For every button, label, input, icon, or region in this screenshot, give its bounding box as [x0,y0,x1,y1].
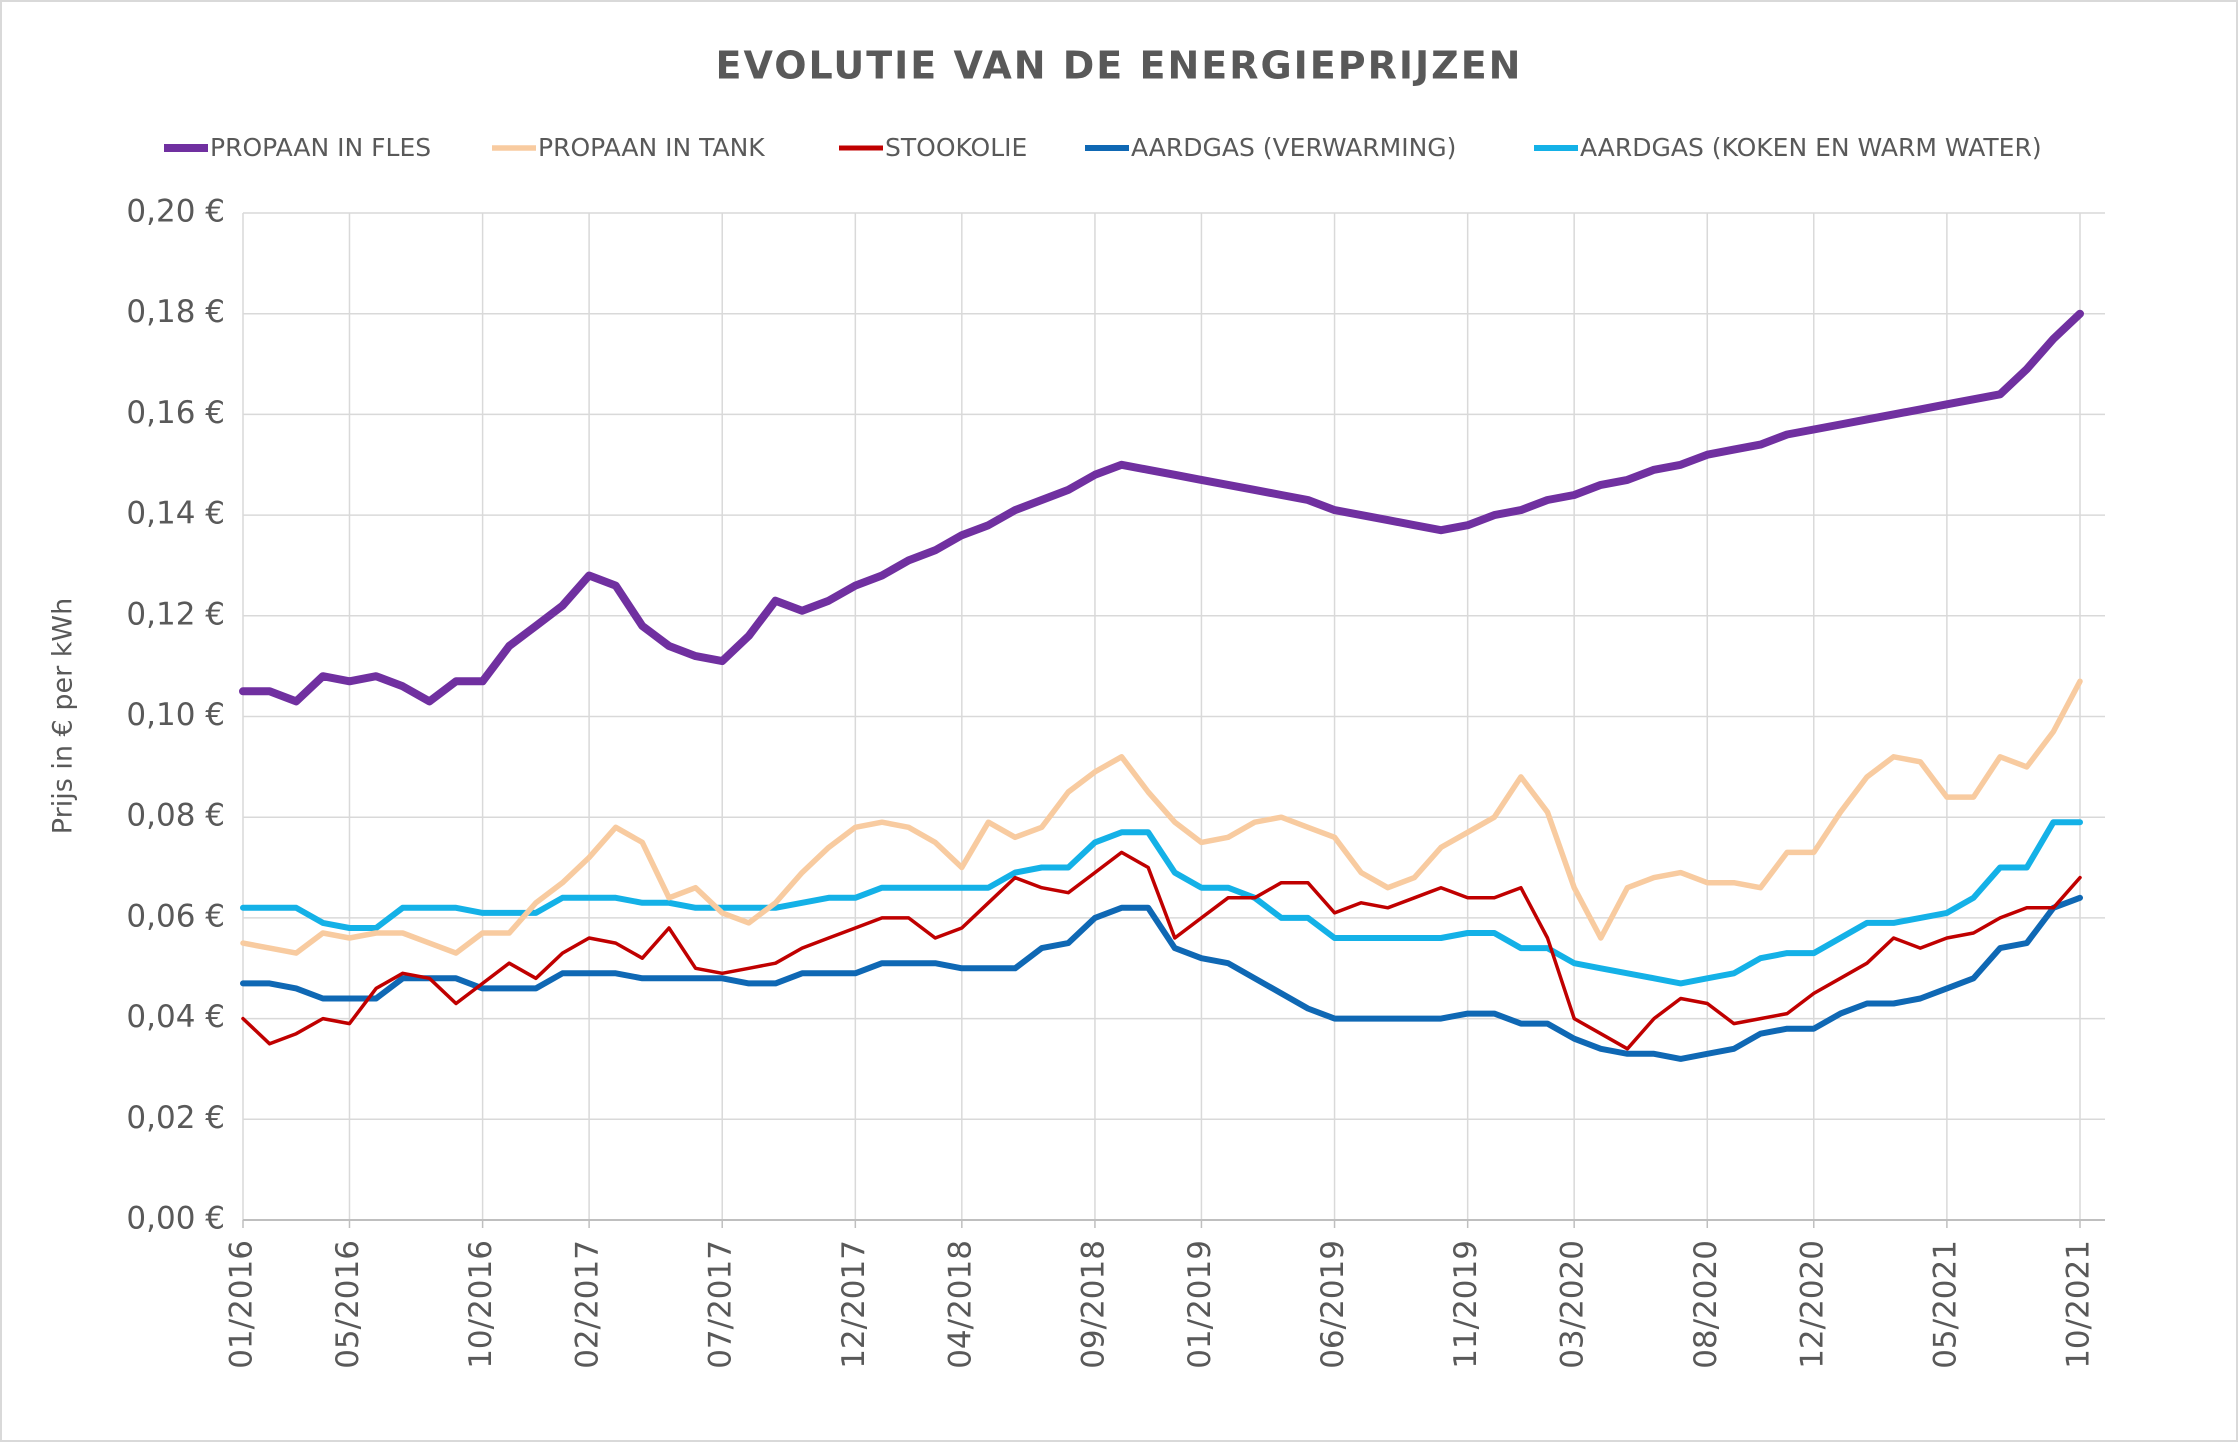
x-tick-label: 08/2020 [1688,1240,1724,1369]
y-tick-label: 0,04 € [126,999,225,1035]
x-tick-label: 06/2019 [1315,1240,1351,1369]
x-tick-label: 12/2020 [1794,1240,1830,1369]
legend-label: PROPAAN IN FLES [210,133,431,162]
y-tick-label: 0,06 € [126,898,225,934]
legend-label: AARDGAS (KOKEN EN WARM WATER) [1580,133,2042,162]
x-tick-label: 01/2016 [224,1240,260,1369]
x-tick-label: 01/2019 [1182,1240,1218,1369]
y-axis-title: Prijs in € per kWh [48,598,79,834]
y-tick-label: 0,10 € [126,697,225,733]
x-tick-label: 03/2020 [1555,1240,1591,1369]
y-tick-label: 0,12 € [126,596,225,632]
x-tick-label: 02/2017 [570,1240,606,1369]
legend-label: STOOKOLIE [885,133,1027,162]
chart-title: EVOLUTIE VAN DE ENERGIEPRIJZEN [716,44,1523,88]
y-tick-label: 0,02 € [126,1100,225,1136]
x-tick-label: 09/2018 [1075,1240,1111,1369]
x-tick-label: 05/2021 [1927,1240,1963,1369]
series-line [239,309,2084,706]
series-line [241,850,2082,1051]
legend-label: PROPAAN IN TANK [538,133,765,162]
x-tick-label: 10/2021 [2061,1240,2097,1369]
y-tick-label: 0,08 € [126,798,225,834]
x-tick-label: 04/2018 [942,1240,978,1369]
legend-label: AARDGAS (VERWARMING) [1131,133,1456,162]
y-tick-label: 0,14 € [126,496,225,532]
series-line [240,678,2083,956]
series-line [240,894,2083,1062]
series-line [240,819,2083,987]
y-tick-label: 0,00 € [126,1201,225,1237]
x-tick-label: 11/2019 [1448,1240,1484,1369]
x-tick-label: 10/2016 [463,1240,499,1369]
y-tick-label: 0,16 € [126,395,225,431]
x-tick-label: 12/2017 [836,1240,872,1369]
y-tick-label: 0,20 € [126,194,225,230]
y-tick-label: 0,18 € [126,294,225,330]
x-tick-label: 05/2016 [330,1240,366,1369]
x-tick-label: 07/2017 [703,1240,739,1369]
